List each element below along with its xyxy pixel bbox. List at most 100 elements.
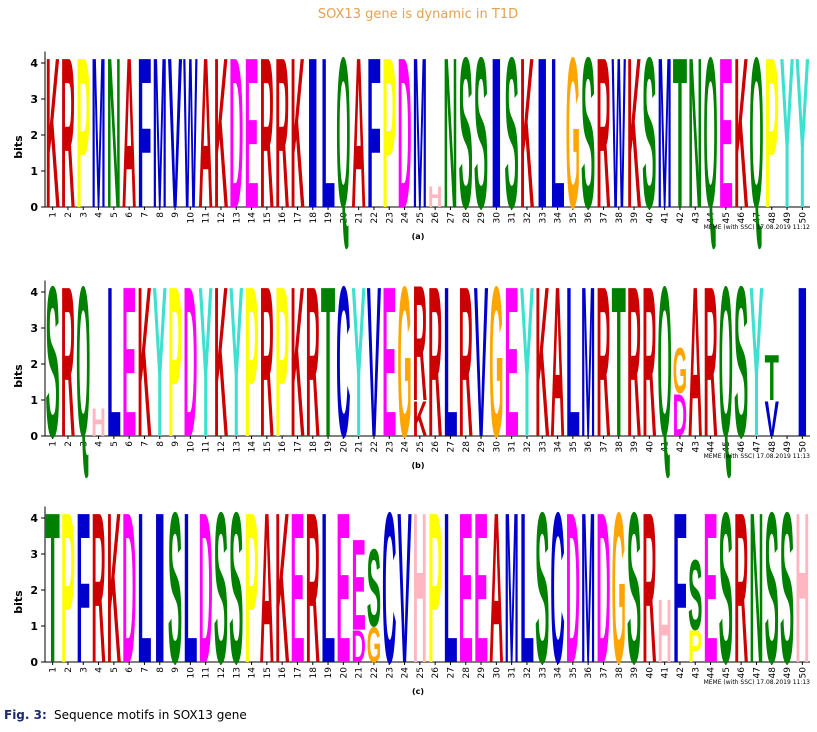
x-tick-label: 16 xyxy=(278,667,288,679)
x-tick-label: 15 xyxy=(263,212,273,223)
x-tick-label: 41 xyxy=(661,667,671,678)
x-tick-label: 1 xyxy=(49,441,59,447)
x-tick-label: 23 xyxy=(385,441,395,452)
logo-letter: E xyxy=(352,512,366,657)
logo-letter: T xyxy=(321,243,335,482)
logo-letter: H xyxy=(91,399,105,445)
x-tick-label: 16 xyxy=(278,212,288,224)
logo-letter: D xyxy=(229,14,243,253)
logo-letter: S xyxy=(719,469,733,708)
y-tick-label: 3 xyxy=(30,93,38,106)
x-tick-label: 30 xyxy=(492,441,502,453)
x-tick-label: 38 xyxy=(615,667,625,679)
logo-letter: P xyxy=(244,243,258,482)
y-tick-label: 4 xyxy=(30,57,38,70)
y-tick-label: 3 xyxy=(30,322,38,335)
logo-letter: P xyxy=(428,469,442,708)
x-tick-label: 50 xyxy=(798,667,808,679)
x-tick-label: 43 xyxy=(691,212,701,223)
logo-letter: K xyxy=(520,14,534,253)
logo-letter: M xyxy=(413,14,427,254)
x-tick-label: 11 xyxy=(202,441,212,452)
x-tick-label: 3 xyxy=(79,441,89,447)
logo-letter: A xyxy=(260,469,274,708)
x-tick-label: 49 xyxy=(783,441,793,453)
x-tick-label: 15 xyxy=(263,441,273,452)
x-tick-label: 45 xyxy=(722,212,732,223)
x-tick-label: 34 xyxy=(554,667,564,679)
x-tick-label: 29 xyxy=(477,667,487,679)
y-axis-label: bits xyxy=(12,135,25,159)
logo-letter: L xyxy=(137,469,151,708)
logo-letter: K xyxy=(627,14,641,253)
logo-letter: G xyxy=(489,243,503,483)
logo-letter: A xyxy=(550,243,564,482)
x-tick-label: 18 xyxy=(309,667,319,679)
x-tick-label: 14 xyxy=(248,212,258,224)
logo-letter: K xyxy=(535,243,549,482)
x-tick-label: 12 xyxy=(217,212,227,223)
logo-letter: L xyxy=(550,14,564,253)
x-tick-label: 22 xyxy=(370,212,380,223)
logo-letter: Y xyxy=(199,243,213,482)
logo-letter: R xyxy=(260,14,274,253)
logo-letter: K xyxy=(734,14,748,253)
x-tick-label: 47 xyxy=(752,441,762,452)
x-tick-label: 47 xyxy=(752,212,762,223)
logo-letter: S xyxy=(535,469,549,708)
logo-letter: T xyxy=(46,469,60,708)
x-tick-label: 33 xyxy=(538,667,548,678)
y-tick-label: 2 xyxy=(30,358,38,371)
x-tick-label: 17 xyxy=(293,667,303,678)
y-tick-label: 0 xyxy=(30,430,38,443)
x-tick-label: 26 xyxy=(431,441,441,453)
panel-label: (c) xyxy=(412,687,424,696)
x-tick-label: 26 xyxy=(431,667,441,679)
logo-letter: K xyxy=(46,14,60,253)
logo-letter: G xyxy=(566,14,580,254)
logo-letter: I xyxy=(306,13,320,254)
x-tick-label: 36 xyxy=(584,212,594,224)
x-tick-label: 36 xyxy=(584,441,594,453)
logo-letter: L xyxy=(566,243,580,482)
panel-label: (b) xyxy=(411,461,424,470)
x-tick-label: 47 xyxy=(752,667,762,678)
logo-letter: Y xyxy=(749,243,763,482)
x-tick-label: 28 xyxy=(462,212,472,224)
logo-letter: H xyxy=(413,469,427,708)
y-tick-label: 3 xyxy=(30,548,38,561)
logo-letter: N xyxy=(107,14,121,253)
logo-letter: H xyxy=(428,181,442,214)
x-tick-label: 43 xyxy=(691,441,701,452)
x-tick-label: 2 xyxy=(64,441,74,447)
y-tick-label: 4 xyxy=(30,286,38,299)
logo-letter: I xyxy=(795,242,809,483)
x-tick-label: 49 xyxy=(783,667,793,679)
logo-letter: G xyxy=(367,617,381,673)
x-tick-label: 13 xyxy=(232,441,242,452)
logo-letter: S xyxy=(780,469,794,708)
logo-letter: G xyxy=(397,243,411,483)
logo-letter: V xyxy=(474,243,488,482)
logo-letter: R xyxy=(61,243,75,482)
logo-letter: E xyxy=(122,243,136,482)
x-tick-label: 30 xyxy=(492,667,502,679)
logo-letter: G xyxy=(612,469,626,709)
logo-letter: P xyxy=(61,469,75,708)
x-tick-label: 17 xyxy=(293,212,303,223)
logo-letter: E xyxy=(382,243,396,482)
x-tick-label: 17 xyxy=(293,441,303,452)
logo-letter: L xyxy=(107,243,121,482)
x-tick-label: 37 xyxy=(599,441,609,452)
logo-letter: R xyxy=(306,469,320,708)
x-tick-label: 1 xyxy=(49,667,59,673)
logo-letter: E xyxy=(244,14,258,253)
x-tick-label: 11 xyxy=(202,212,212,223)
logo-letter: Q xyxy=(658,243,672,483)
logo-letter: R xyxy=(703,243,717,482)
logo-letter: E xyxy=(703,469,717,708)
x-tick-label: 5 xyxy=(110,212,120,218)
logo-letter: K xyxy=(214,14,228,253)
logo-letter: M xyxy=(581,469,595,709)
